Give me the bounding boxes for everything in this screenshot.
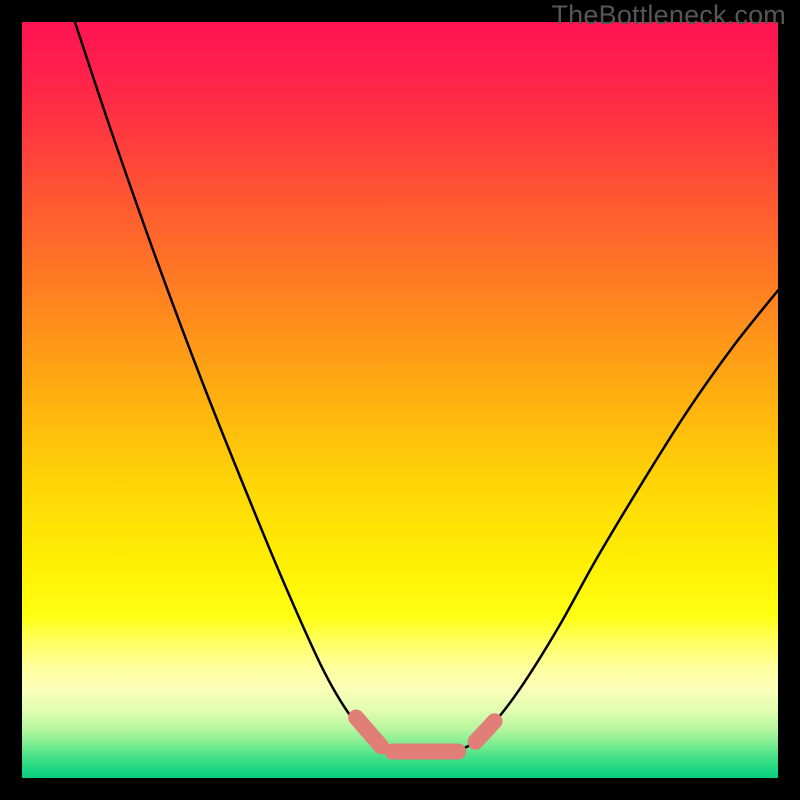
plot-area <box>22 22 778 778</box>
chart-svg <box>22 22 778 778</box>
watermark-text: TheBottleneck.com <box>551 0 786 31</box>
gradient-background <box>22 22 778 778</box>
